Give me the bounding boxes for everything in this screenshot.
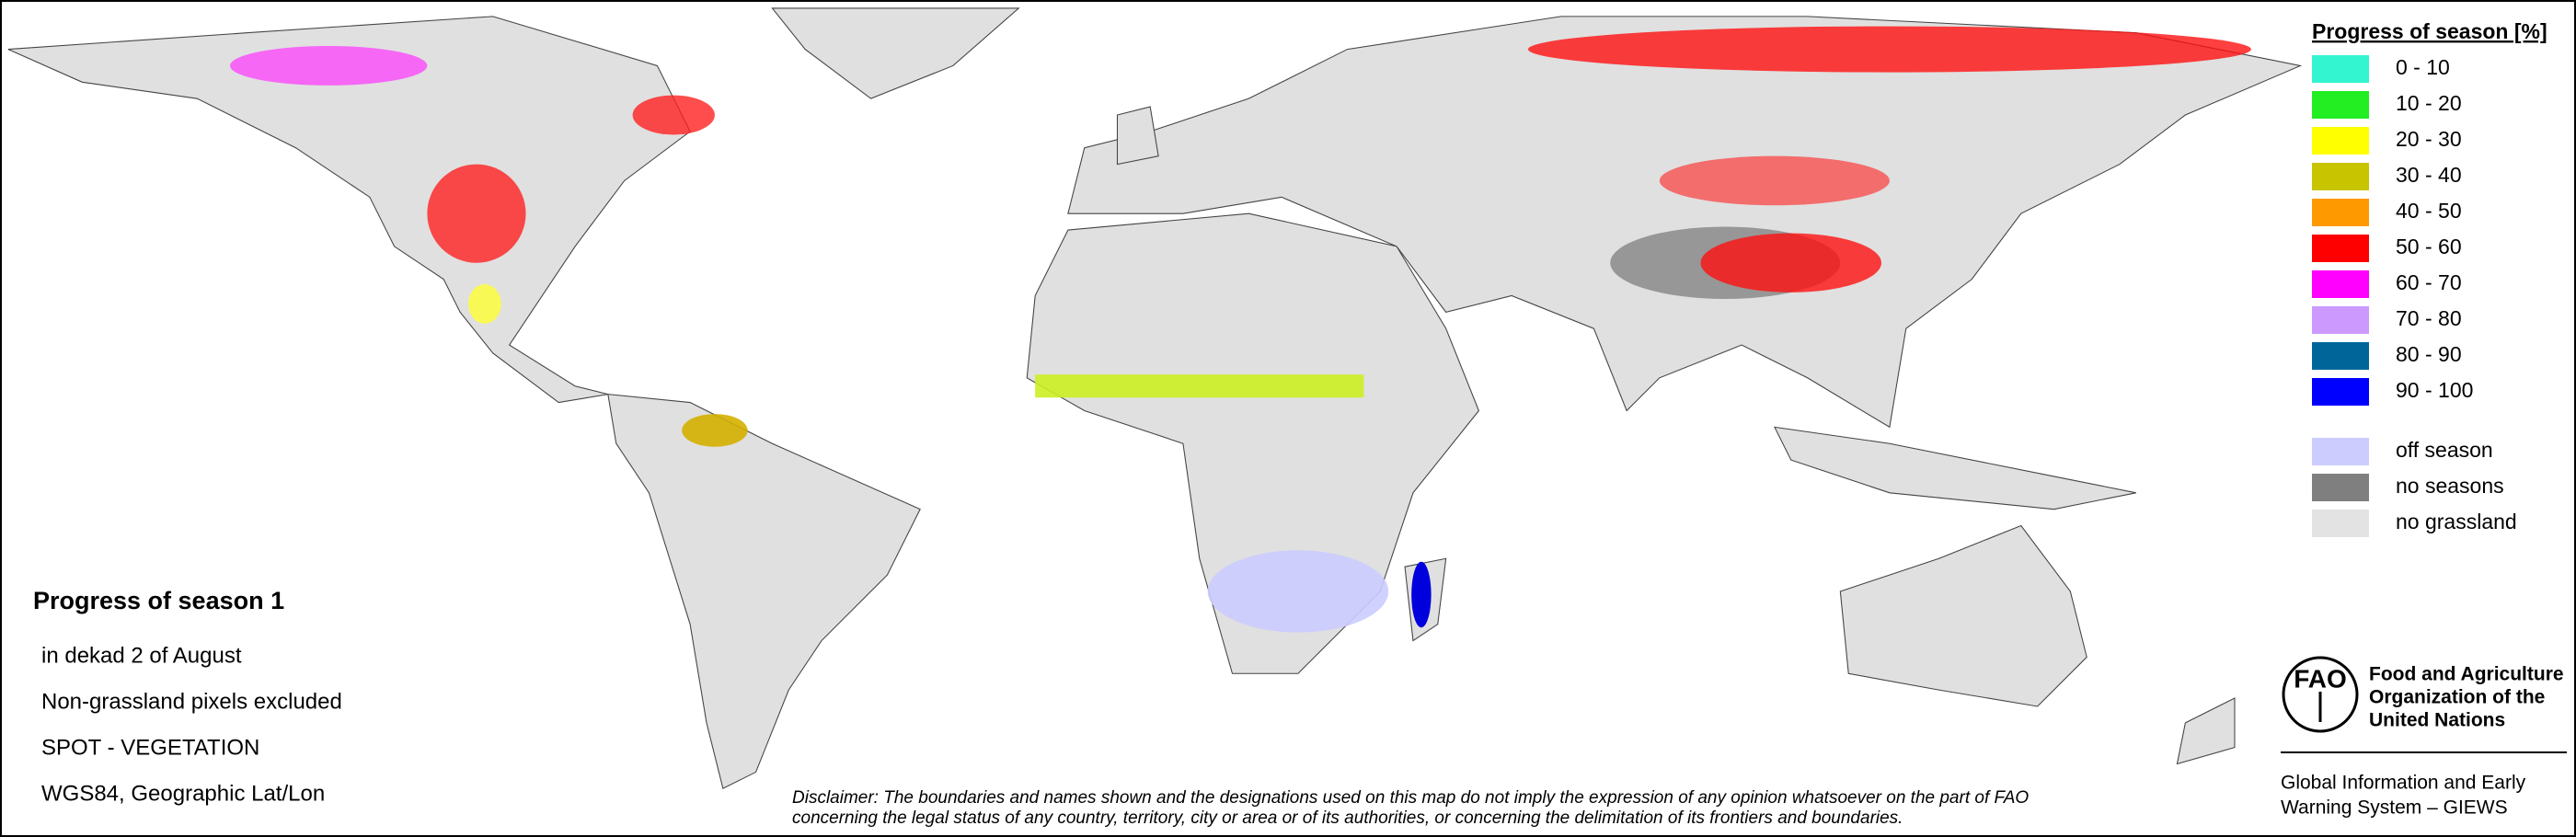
legend-label: 60 - 70	[2396, 270, 2462, 294]
legend-swatch	[2312, 199, 2369, 226]
legend-swatch	[2312, 510, 2369, 537]
legend-swatch	[2312, 378, 2369, 406]
world-map	[7, 7, 2303, 790]
season-patch	[1700, 233, 1881, 292]
maritime-asia	[1773, 426, 2136, 510]
map-info: WGS84, Geographic Lat/Lon	[41, 781, 325, 806]
legend-swatch	[2312, 270, 2369, 298]
legend-swatch	[2312, 127, 2369, 155]
legend-swatch	[2312, 342, 2369, 370]
season-patch	[1411, 561, 1432, 628]
svg-text:FAO: FAO	[2294, 664, 2347, 693]
new-zealand	[2176, 697, 2236, 765]
legend-label: 30 - 40	[2396, 163, 2462, 187]
map-title: Progress of season 1	[33, 587, 284, 614]
legend-swatch	[2312, 306, 2369, 334]
legend-swatch	[2312, 438, 2369, 465]
season-patch	[682, 414, 748, 447]
season-patch	[468, 283, 501, 324]
season-patch	[1659, 155, 1890, 206]
season-patch	[427, 164, 526, 263]
eurasia	[1067, 16, 2303, 429]
legend-swatch	[2312, 91, 2369, 119]
disclaimer: concerning the legal status of any count…	[792, 808, 1903, 828]
map-info: in dekad 2 of August	[41, 643, 242, 668]
legend-label: no grassland	[2396, 510, 2517, 533]
legend-label: 20 - 30	[2396, 127, 2462, 151]
organization-name: Food and Agriculture	[2369, 664, 2564, 685]
legend-swatch	[2312, 474, 2369, 501]
legend-title: Progress of season [%]	[2312, 19, 2547, 43]
greenland	[771, 7, 1020, 99]
south-america	[607, 394, 921, 790]
legend-label: 0 - 10	[2396, 55, 2450, 79]
legend-label: off season	[2396, 438, 2493, 462]
legend-label: 80 - 90	[2396, 342, 2462, 366]
legend-label: 40 - 50	[2396, 199, 2462, 223]
legend-label: 50 - 60	[2396, 235, 2462, 258]
disclaimer: Disclaimer: The boundaries and names sho…	[792, 788, 2029, 808]
legend-swatch	[2312, 235, 2369, 262]
legend-swatch	[2312, 163, 2369, 190]
season-patch	[230, 46, 428, 86]
fao-logo: FAO	[2282, 656, 2359, 733]
system-name: Warning System – GIEWS	[2281, 797, 2508, 819]
australia	[1839, 524, 2087, 707]
organization-name: Organization of the	[2369, 687, 2545, 708]
legend-swatch	[2312, 55, 2369, 83]
legend-label: 90 - 100	[2396, 378, 2473, 402]
organization-name: United Nations	[2369, 710, 2505, 731]
season-patch	[1207, 550, 1389, 633]
legend-label: 10 - 20	[2396, 91, 2462, 115]
season-patch	[632, 95, 715, 135]
map-info: Non-grassland pixels excluded	[41, 689, 342, 714]
map-info: SPOT - VEGETATION	[41, 735, 259, 760]
legend-label: no seasons	[2396, 474, 2504, 498]
season-patch	[1035, 374, 1364, 398]
season-patch	[1527, 26, 2251, 73]
legend-label: 70 - 80	[2396, 306, 2462, 330]
british-isles	[1116, 106, 1159, 166]
system-name: Global Information and Early	[2281, 773, 2526, 794]
